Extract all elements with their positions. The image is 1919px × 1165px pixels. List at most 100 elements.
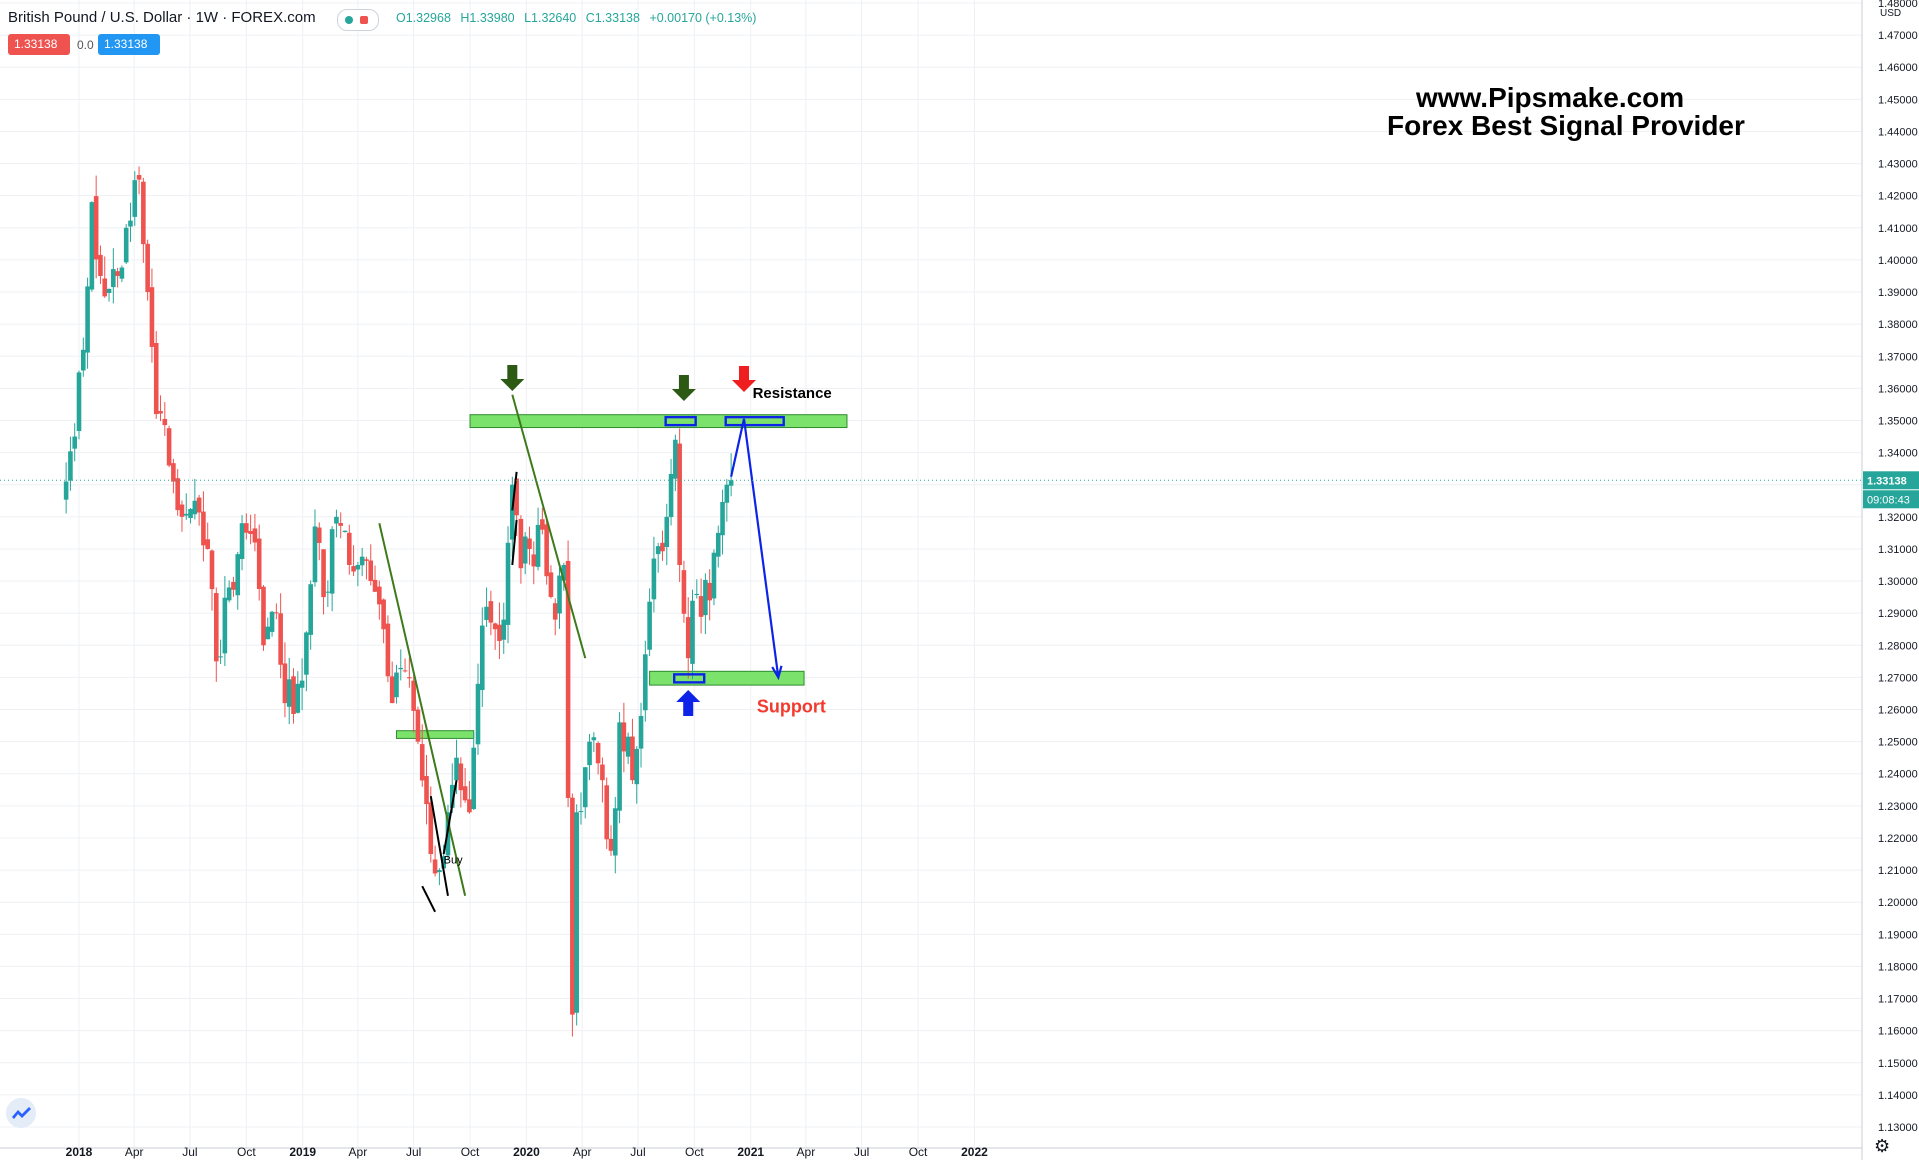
candle-body[interactable] [278, 613, 283, 665]
candle[interactable] [518, 515, 524, 584]
candle-body[interactable] [587, 741, 592, 766]
candle[interactable] [368, 544, 374, 586]
candle-body[interactable] [471, 747, 477, 810]
candle-body[interactable] [149, 287, 155, 347]
candle-body[interactable] [479, 625, 485, 691]
candle-body[interactable] [368, 560, 374, 582]
candle-body[interactable] [136, 175, 142, 180]
candle-body[interactable] [141, 181, 146, 245]
candle[interactable] [85, 277, 90, 369]
candle-body[interactable] [540, 519, 545, 530]
candle[interactable] [711, 549, 717, 606]
hand-drawn-stroke[interactable] [442, 779, 458, 855]
candle[interactable] [166, 425, 172, 468]
candle-body[interactable] [634, 748, 640, 785]
candle[interactable] [561, 562, 567, 591]
candle-body[interactable] [364, 559, 369, 561]
candle[interactable] [389, 661, 395, 704]
candle-body[interactable] [145, 243, 150, 293]
candle[interactable] [415, 706, 421, 745]
candle-body[interactable] [707, 582, 712, 601]
buy-button[interactable]: 1.33138 [98, 34, 160, 55]
candle-body[interactable] [377, 586, 382, 605]
candle[interactable] [265, 617, 271, 640]
candle-body[interactable] [475, 683, 481, 745]
candle-body[interactable] [162, 418, 168, 426]
candle-body[interactable] [269, 611, 275, 632]
candle-body[interactable] [612, 808, 618, 856]
candle[interactable] [286, 657, 292, 725]
candle-body[interactable] [325, 591, 331, 593]
candle-body[interactable] [381, 599, 386, 630]
candle[interactable] [346, 524, 352, 575]
candle-body[interactable] [458, 763, 464, 791]
candle-body[interactable] [462, 786, 468, 801]
candle-body[interactable] [123, 227, 129, 263]
candle[interactable] [424, 755, 429, 825]
candle-body[interactable] [115, 271, 120, 276]
candle-body[interactable] [664, 516, 670, 548]
candle[interactable] [668, 458, 674, 526]
candle[interactable] [703, 573, 708, 635]
candle-body[interactable] [535, 524, 541, 567]
candle[interactable] [407, 657, 412, 688]
candle-body[interactable] [205, 539, 211, 549]
candle[interactable] [325, 580, 331, 608]
candle[interactable] [587, 733, 592, 781]
candle-body[interactable] [582, 767, 588, 808]
candle[interactable] [377, 580, 382, 620]
candle[interactable] [591, 732, 597, 753]
candle[interactable] [510, 476, 515, 558]
candle[interactable] [655, 542, 661, 573]
candle-body[interactable] [351, 566, 356, 572]
candle[interactable] [235, 551, 241, 610]
candle[interactable] [141, 177, 146, 263]
candle-body[interactable] [119, 267, 125, 279]
candle[interactable] [321, 549, 326, 615]
candle[interactable] [274, 603, 279, 620]
projection-path[interactable] [730, 418, 780, 678]
candle-body[interactable] [402, 670, 408, 672]
candle[interactable] [673, 434, 678, 492]
candle-body[interactable] [454, 757, 459, 781]
candle-body[interactable] [488, 601, 494, 623]
candle[interactable] [213, 587, 219, 682]
candle[interactable] [720, 489, 725, 555]
candle[interactable] [419, 724, 425, 787]
candle[interactable] [557, 567, 562, 629]
candle-body[interactable] [424, 776, 429, 805]
candle-body[interactable] [647, 601, 652, 650]
candle[interactable] [690, 589, 695, 680]
candle-body[interactable] [80, 349, 86, 371]
candle[interactable] [106, 288, 112, 302]
candle-body[interactable] [591, 737, 597, 741]
candle-body[interactable] [604, 785, 610, 840]
candle[interactable] [145, 239, 150, 301]
candle-body[interactable] [359, 556, 365, 566]
candle-body[interactable] [244, 523, 249, 533]
candle-body[interactable] [518, 518, 524, 569]
candle-body[interactable] [132, 180, 138, 217]
candle[interactable] [681, 560, 687, 623]
candle-body[interactable] [265, 626, 271, 640]
candle-body[interactable] [76, 372, 82, 432]
candle-body[interactable] [467, 799, 472, 813]
hand-drawn-stroke[interactable] [511, 519, 518, 566]
candle-body[interactable] [522, 536, 528, 564]
candle[interactable] [119, 265, 125, 283]
candle-body[interactable] [252, 528, 258, 543]
candle[interactable] [102, 256, 108, 298]
candle[interactable] [256, 524, 262, 601]
candle[interactable] [608, 825, 614, 856]
candle-body[interactable] [226, 587, 232, 601]
candle-body[interactable] [299, 680, 305, 688]
candle[interactable] [698, 578, 704, 634]
candle[interactable] [475, 663, 481, 755]
candle-body[interactable] [574, 812, 579, 1013]
candle[interactable] [299, 658, 305, 711]
touch-marker[interactable] [664, 415, 697, 427]
candle-body[interactable] [698, 596, 704, 617]
candle-body[interactable] [218, 656, 223, 658]
